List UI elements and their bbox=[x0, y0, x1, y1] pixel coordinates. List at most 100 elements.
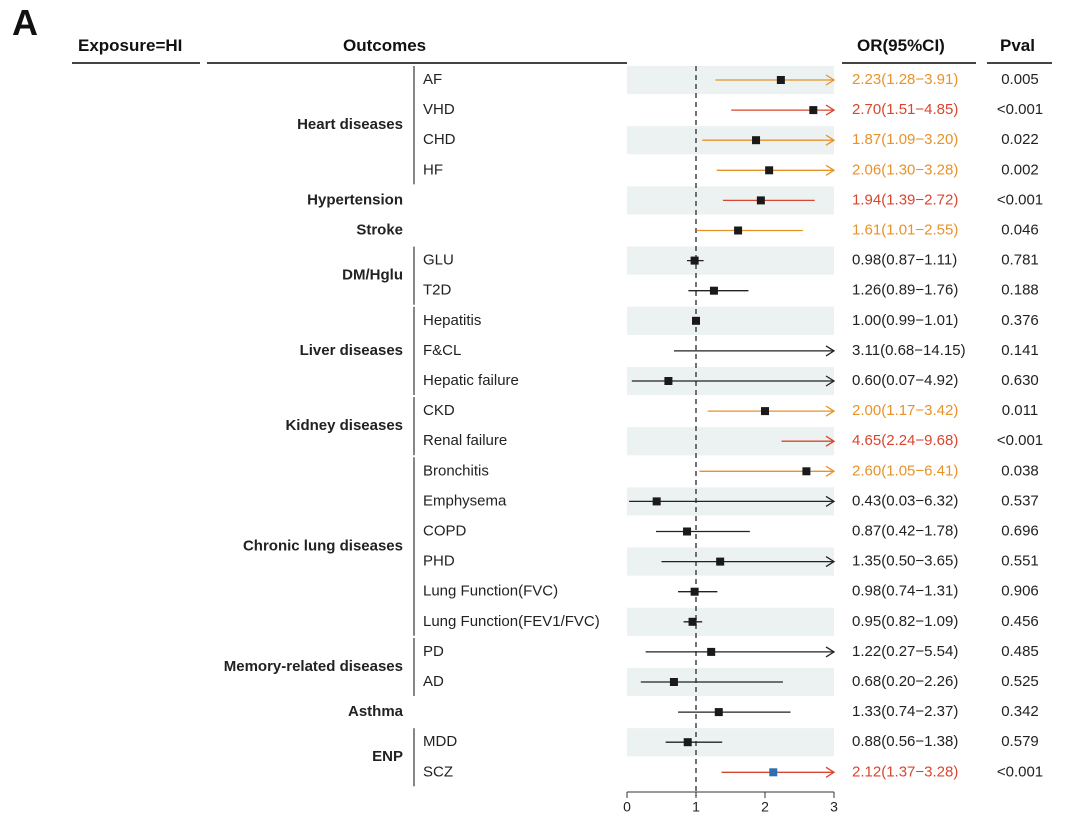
or-ci-text: 0.95(0.82−1.09) bbox=[852, 613, 958, 630]
or-ci-text: 0.43(0.03−6.32) bbox=[852, 492, 958, 509]
group-label: ENP bbox=[372, 748, 403, 765]
header-rule-outcomes bbox=[207, 62, 627, 64]
ci-arrow-right bbox=[825, 375, 836, 387]
pval-text: 0.011 bbox=[1002, 402, 1038, 419]
row-band bbox=[627, 607, 834, 636]
or-ci-text: 2.23(1.28−3.91) bbox=[852, 71, 958, 88]
group-label: Asthma bbox=[348, 703, 404, 720]
or-ci-text: 2.60(1.05−6.41) bbox=[852, 462, 958, 479]
or-ci-text: 4.65(2.24−9.68) bbox=[852, 432, 958, 449]
ci-arrow-right bbox=[825, 405, 836, 417]
header-rule-pval bbox=[987, 62, 1052, 64]
ci-arrow-right bbox=[825, 495, 836, 507]
group-label: Heart diseases bbox=[297, 116, 403, 133]
or-marker bbox=[690, 587, 699, 596]
pval-text: <0.001 bbox=[997, 763, 1043, 780]
ci-arrow-right bbox=[825, 646, 836, 658]
pval-text: 0.376 bbox=[1001, 312, 1039, 329]
pval-text: 0.485 bbox=[1001, 643, 1039, 660]
or-marker bbox=[652, 497, 661, 506]
ci-arrow-right bbox=[825, 766, 836, 778]
header-exposure: Exposure=HI bbox=[78, 36, 183, 55]
row-band bbox=[627, 306, 834, 335]
outcome-label: GLU bbox=[423, 252, 454, 269]
pval-text: 0.188 bbox=[1001, 282, 1039, 299]
ci-arrow-right bbox=[825, 345, 836, 357]
outcome-label: F&CL bbox=[423, 342, 461, 359]
header-rule-exposure bbox=[72, 62, 200, 64]
or-ci-text: 0.87(0.42−1.78) bbox=[852, 522, 958, 539]
or-marker bbox=[683, 738, 692, 747]
or-ci-text: 2.00(1.17−3.42) bbox=[852, 402, 958, 419]
or-ci-text: 3.11(0.68−14.15) bbox=[852, 342, 966, 359]
or-marker bbox=[690, 256, 699, 265]
or-ci-text: 0.98(0.87−1.11) bbox=[852, 252, 957, 269]
outcome-label: Hepatitis bbox=[423, 312, 481, 329]
pval-text: 0.005 bbox=[1001, 71, 1039, 88]
pval-text: 0.579 bbox=[1001, 733, 1039, 750]
pval-text: 0.630 bbox=[1001, 372, 1039, 389]
or-ci-text: 2.06(1.30−3.28) bbox=[852, 161, 958, 178]
group-label: DM/Hglu bbox=[342, 267, 403, 284]
or-marker bbox=[802, 467, 811, 476]
or-ci-text: 2.12(1.37−3.28) bbox=[852, 763, 958, 780]
or-marker bbox=[756, 196, 765, 205]
or-marker bbox=[669, 678, 678, 686]
or-marker bbox=[769, 768, 778, 777]
or-marker bbox=[709, 286, 718, 295]
or-ci-text: 1.87(1.09−3.20) bbox=[852, 131, 958, 148]
pval-text: 0.141 bbox=[1001, 342, 1039, 359]
header-outcomes: Outcomes bbox=[343, 36, 427, 55]
pval-text: 0.022 bbox=[1001, 131, 1039, 148]
group-label: Memory-related diseases bbox=[224, 658, 403, 675]
or-marker bbox=[688, 617, 697, 626]
outcome-label: COPD bbox=[423, 522, 467, 539]
or-ci-text: 1.22(0.27−5.54) bbox=[852, 643, 958, 660]
outcome-label: MDD bbox=[423, 733, 457, 750]
outcome-label: VHD bbox=[423, 101, 455, 118]
pval-text: 0.551 bbox=[1001, 553, 1039, 570]
ci-arrow-right bbox=[825, 134, 836, 146]
ci-arrow-right bbox=[825, 435, 836, 447]
pval-text: 0.525 bbox=[1001, 673, 1039, 690]
or-ci-text: 1.00(0.99−1.01) bbox=[852, 312, 958, 329]
ci-arrow-right bbox=[825, 164, 836, 176]
pval-text: 0.038 bbox=[1001, 462, 1039, 479]
outcome-label: Bronchitis bbox=[423, 462, 489, 479]
or-ci-text: 1.26(0.89−1.76) bbox=[852, 282, 958, 299]
outcome-label: PD bbox=[423, 643, 444, 660]
outcome-label: CKD bbox=[423, 402, 455, 419]
outcome-label: AD bbox=[423, 673, 444, 690]
header-rule-or bbox=[842, 62, 976, 64]
or-marker bbox=[752, 136, 761, 145]
x-tick-label: 2 bbox=[761, 799, 769, 815]
or-ci-text: 1.35(0.50−3.65) bbox=[852, 553, 958, 570]
outcome-label: Lung Function(FVC) bbox=[423, 583, 558, 600]
x-tick-label: 0 bbox=[623, 799, 631, 815]
or-ci-text: 0.88(0.56−1.38) bbox=[852, 733, 958, 750]
or-marker bbox=[664, 377, 673, 385]
pval-text: <0.001 bbox=[997, 101, 1043, 118]
ci-arrow-right bbox=[825, 74, 836, 86]
or-ci-text: 1.94(1.39−2.72) bbox=[852, 191, 958, 208]
or-marker bbox=[761, 407, 769, 416]
or-marker bbox=[716, 557, 725, 566]
or-ci-text: 0.60(0.07−4.92) bbox=[852, 372, 958, 389]
header-pval: Pval bbox=[1000, 36, 1035, 55]
outcome-label: SCZ bbox=[423, 763, 453, 780]
ci-arrow-right bbox=[825, 556, 836, 568]
x-tick-label: 3 bbox=[830, 799, 838, 815]
or-marker bbox=[734, 226, 743, 235]
pval-text: 0.906 bbox=[1001, 583, 1039, 600]
or-marker bbox=[683, 527, 692, 536]
ci-arrow-right bbox=[825, 465, 836, 477]
panel-letter: A bbox=[12, 2, 38, 43]
group-label: Stroke bbox=[356, 221, 403, 238]
pval-text: 0.781 bbox=[1001, 252, 1039, 269]
group-label: Hypertension bbox=[307, 191, 403, 208]
header-or: OR(95%CI) bbox=[857, 36, 945, 55]
outcome-label: CHD bbox=[423, 131, 456, 148]
group-label: Liver diseases bbox=[300, 342, 403, 359]
outcome-label: AF bbox=[423, 71, 442, 88]
or-marker bbox=[692, 316, 700, 325]
